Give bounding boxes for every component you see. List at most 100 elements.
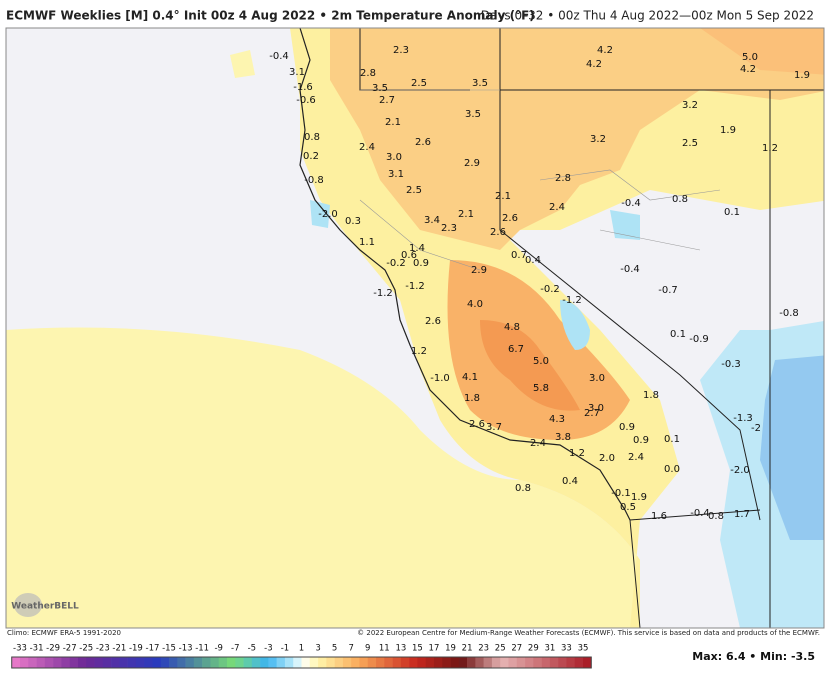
colorbar-swatch	[541, 657, 551, 668]
map-label: 4.3	[549, 414, 565, 425]
map-label: 2.0	[599, 453, 615, 464]
map-label: 0.7	[511, 250, 527, 261]
map-label: 1.9	[631, 492, 647, 503]
map-label: -0.3	[721, 359, 741, 370]
map-label: 2.6	[502, 213, 518, 224]
colorbar-tick-label: -13	[179, 644, 193, 654]
map-label: 0.1	[724, 207, 740, 218]
colorbar-frame	[11, 656, 592, 669]
map-label: 1.8	[464, 393, 480, 404]
colorbar-tick-label: 15	[412, 644, 423, 654]
map-label: 4.2	[586, 59, 602, 70]
map-label: 2.9	[471, 265, 487, 276]
map-label: 3.5	[465, 109, 481, 120]
colorbar-tick-label: 21	[462, 644, 473, 654]
map-label: 2.1	[495, 191, 511, 202]
colorbar-swatch	[450, 657, 460, 668]
map-label: 1.2	[762, 143, 778, 154]
map-label: 1.9	[794, 70, 810, 81]
map-label: 0.0	[664, 464, 680, 475]
colorbar-swatch	[135, 657, 145, 668]
colorbar-swatch	[243, 657, 253, 668]
colorbar-swatch	[392, 657, 402, 668]
colorbar: -33 -31 -29 -27 -25 -23 -21 -19 -17 -15 -13 -11 -9 -7…	[11, 644, 592, 669]
map-label: -0.8	[779, 308, 799, 319]
map-label: 2.3	[441, 223, 457, 234]
colorbar-tick-label: -15	[162, 644, 176, 654]
colorbar-swatch	[235, 657, 244, 668]
map-label: 1.8	[643, 390, 659, 401]
map-label: 2.1	[458, 209, 474, 220]
map-label: 2.9	[464, 158, 480, 169]
colorbar-tick-label: 31	[544, 644, 555, 654]
colorbar-swatch	[260, 657, 269, 668]
map-label: 3.7	[486, 422, 502, 433]
colorbar-swatch	[218, 657, 228, 668]
map-label: -1.3	[733, 413, 753, 424]
colorbar-tick-label: -9	[214, 644, 222, 654]
map-label: -0.4	[269, 51, 289, 62]
colorbar-tick-label: -11	[195, 644, 209, 654]
colorbar-swatch	[177, 657, 186, 668]
map-label: 3.0	[588, 403, 604, 414]
map-label: 2.6	[490, 227, 506, 238]
colorbar-swatch	[169, 657, 178, 668]
map-label: 3.1	[388, 169, 404, 180]
colorbar-swatch	[309, 657, 319, 668]
colorbar-tick-label: -7	[231, 644, 239, 654]
colorbar-tick-label: -5	[248, 644, 256, 654]
map-label: -0.8	[304, 175, 324, 186]
map-label: 1.6	[651, 511, 667, 522]
map-label: 2.4	[530, 438, 546, 449]
colorbar-swatch	[359, 657, 369, 668]
colorbar-swatch	[251, 657, 261, 668]
map-label: 2.4	[359, 142, 375, 153]
colorbar-swatch	[276, 657, 286, 668]
colorbar-swatch	[516, 657, 526, 668]
map-label: 1.4	[409, 243, 425, 254]
map-label: 5.8	[533, 383, 549, 394]
colorbar-swatch	[475, 657, 484, 668]
colorbar-tick-label: 27	[511, 644, 522, 654]
colorbar-tick-label: 11	[379, 644, 390, 654]
map-label: 2.5	[682, 138, 698, 149]
map-labels: -0.42.3 4.25.03.1 2.84.2 4.21.92.5 3.53.5-1.…	[269, 45, 810, 522]
map-label: 3.5	[472, 78, 488, 89]
map-label: 4.2	[597, 45, 613, 56]
colorbar-swatch	[102, 657, 112, 668]
map-label: 0.9	[619, 422, 635, 433]
colorbar-swatch	[367, 657, 377, 668]
colorbar-tick-label: -29	[46, 644, 60, 654]
map-label: 0.8	[672, 194, 688, 205]
map-label: -0.2	[386, 258, 406, 269]
map-label: 6.7	[508, 344, 524, 355]
colorbar-tick-label: 33	[561, 644, 572, 654]
colorbar-tick-label: -25	[79, 644, 93, 654]
period: Days 0–32 • 00z Thu 4 Aug 2022—00z Mon 5…	[481, 9, 814, 23]
colorbar-swatch	[417, 657, 426, 668]
colorbar-swatch	[193, 657, 203, 668]
map-label: 1.2	[411, 346, 427, 357]
colorbar-swatch	[127, 657, 137, 668]
colorbar-swatch	[384, 657, 393, 668]
colorbar-swatch	[36, 657, 46, 668]
colorbar-swatch	[86, 657, 95, 668]
colorbar-swatch	[144, 657, 153, 668]
colorbar-swatch	[53, 657, 62, 668]
colorbar-swatch	[185, 657, 195, 668]
map-label: 2.5	[411, 78, 427, 89]
map-label: 3.1	[289, 67, 305, 78]
colorbar-tick-label: 1	[299, 644, 304, 654]
logo: WeatherBELL	[11, 602, 79, 612]
map-label: -0.4	[620, 264, 640, 275]
colorbar-tick-label: 35	[578, 644, 589, 654]
colorbar-tick-label: 29	[528, 644, 539, 654]
title: ECMWF Weeklies [M] 0.4° Init 00z 4 Aug 2…	[6, 9, 535, 23]
map-label: 2.8	[360, 68, 376, 79]
map-label: 3.0	[589, 373, 605, 384]
map-label: 3.0	[386, 152, 402, 163]
colorbar-swatch	[11, 657, 21, 668]
map-label: 0.8	[304, 132, 320, 143]
credit: © 2022 European Centre for Medium-Range …	[357, 629, 820, 637]
